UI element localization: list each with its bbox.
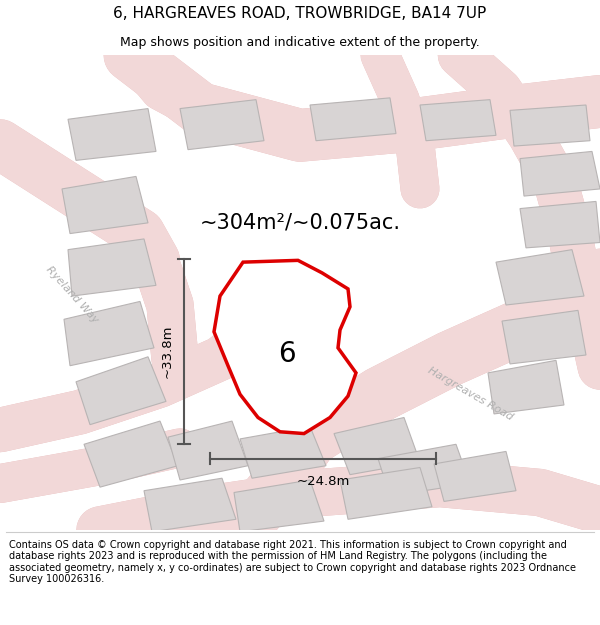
Polygon shape: [510, 105, 590, 146]
Polygon shape: [496, 249, 584, 305]
Polygon shape: [144, 478, 236, 532]
Polygon shape: [334, 418, 420, 474]
Text: Contains OS data © Crown copyright and database right 2021. This information is : Contains OS data © Crown copyright and d…: [9, 539, 576, 584]
Polygon shape: [68, 109, 156, 161]
Polygon shape: [180, 99, 264, 149]
Text: ~33.8m: ~33.8m: [161, 324, 174, 378]
Polygon shape: [214, 261, 356, 434]
Polygon shape: [378, 444, 470, 496]
Text: 6, HARGREAVES ROAD, TROWBRIDGE, BA14 7UP: 6, HARGREAVES ROAD, TROWBRIDGE, BA14 7UP: [113, 6, 487, 21]
Text: Map shows position and indicative extent of the property.: Map shows position and indicative extent…: [120, 36, 480, 49]
Polygon shape: [68, 239, 156, 296]
Polygon shape: [488, 361, 564, 414]
Polygon shape: [310, 98, 396, 141]
Text: Hargreaves Road: Hargreaves Road: [425, 366, 514, 423]
Polygon shape: [64, 301, 154, 366]
Polygon shape: [520, 201, 600, 248]
Polygon shape: [434, 451, 516, 501]
Polygon shape: [168, 421, 248, 480]
Polygon shape: [502, 311, 586, 364]
Polygon shape: [76, 357, 166, 424]
Polygon shape: [240, 426, 326, 478]
Text: Ryeland Way: Ryeland Way: [44, 264, 100, 324]
Polygon shape: [340, 468, 432, 519]
Text: 6: 6: [278, 340, 296, 368]
Polygon shape: [520, 151, 600, 196]
Polygon shape: [234, 480, 324, 532]
Polygon shape: [62, 176, 148, 234]
Polygon shape: [84, 421, 178, 487]
Polygon shape: [420, 99, 496, 141]
Text: ~24.8m: ~24.8m: [296, 474, 350, 488]
Text: ~304m²/~0.075ac.: ~304m²/~0.075ac.: [199, 213, 401, 233]
